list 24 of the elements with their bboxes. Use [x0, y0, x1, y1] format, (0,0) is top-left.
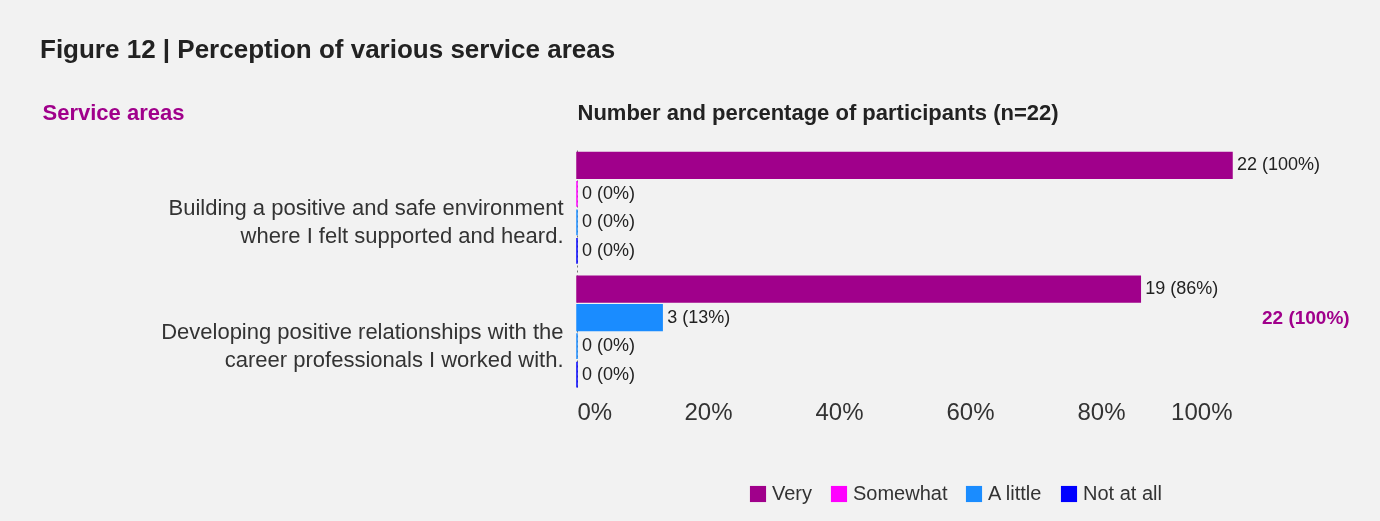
legend-label: Not at all — [1083, 482, 1162, 504]
legend-label: A little — [988, 482, 1042, 504]
data-label: 0 (0%) — [582, 239, 636, 260]
text: 22 (100%) — [1262, 307, 1350, 328]
data-label: 19 (86%) — [1145, 278, 1219, 299]
y-axis-title: Service areas — [42, 99, 185, 125]
x-tick-label: 0% — [577, 397, 613, 425]
x-tick-label: 80% — [1077, 397, 1126, 425]
data-label: 3 (13%) — [667, 306, 731, 327]
x-tick-label: 20% — [684, 397, 733, 425]
data-label: 0 (0%) — [582, 211, 636, 232]
x-tick-label: 100% — [1171, 397, 1233, 425]
legend-label: Very — [772, 482, 813, 504]
data-label: 0 (0%) — [582, 363, 636, 384]
data-label: 0 (0%) — [582, 335, 636, 356]
text: Figure 12 | Perception of various service areas — [40, 34, 616, 64]
data-label: 22 (100%) — [1237, 154, 1321, 175]
x-tick-label: 40% — [815, 397, 864, 425]
x-axis-title: Number and percentage of participants (n=22) — [577, 99, 1059, 125]
data-label: 0 (0%) — [582, 182, 636, 203]
y-tick-label: Building a positive and safe environment where I felt supported and heard. — [168, 195, 564, 249]
x-tick-label: 60% — [946, 397, 995, 425]
legend-label: Somewhat — [853, 482, 948, 504]
y-tick-label: Developing positive relationships with the career professionals I worked with. — [161, 318, 564, 372]
